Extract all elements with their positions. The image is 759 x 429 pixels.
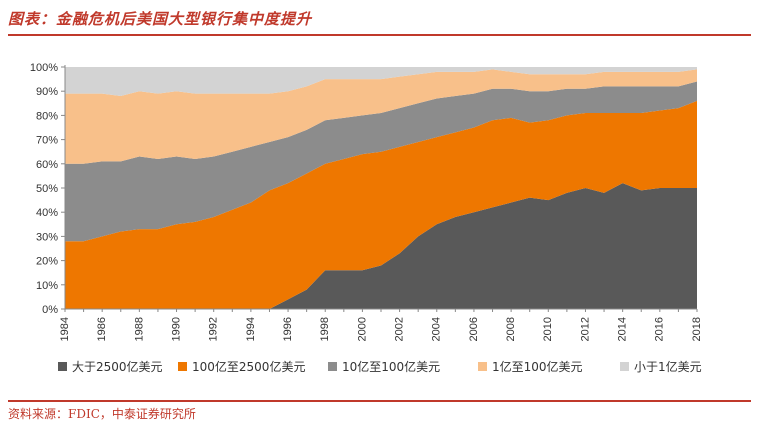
chart-title: 图表：金融危机后美国大型银行集中度提升 <box>8 10 313 28</box>
legend-swatch <box>328 362 337 371</box>
x-tick-label: 1996 <box>282 317 294 341</box>
y-tick-label: 70% <box>36 135 58 147</box>
legend-label: 100亿至2500亿美元 <box>192 359 305 374</box>
x-tick-label: 2000 <box>356 317 368 341</box>
y-tick-label: 0% <box>42 304 58 316</box>
area-series-0 <box>65 183 697 309</box>
area-series-4 <box>65 67 697 97</box>
x-tick-label: 2006 <box>468 317 480 341</box>
legend-label: 10亿至100亿美元 <box>342 359 440 374</box>
area-series-2 <box>65 81 697 242</box>
x-axis: 1984 1986 1988 1990 1992 1994 1996 1998 2000 2002… <box>59 308 703 341</box>
legend-label: 大于2500亿美元 <box>72 359 163 374</box>
x-tick-label: 2002 <box>393 317 405 341</box>
x-tick-label: 2012 <box>579 317 591 341</box>
area-series-3 <box>65 69 697 164</box>
area-series-1 <box>65 100 697 309</box>
source-rule <box>8 400 751 402</box>
x-tick-label: 2014 <box>617 317 629 341</box>
legend-label: 1亿至100亿美元 <box>492 359 583 374</box>
x-tick-label: 1990 <box>170 317 182 341</box>
x-tick-label: 2016 <box>654 317 666 341</box>
x-tick-label: 2010 <box>542 317 554 341</box>
y-tick-label: 10% <box>36 280 58 292</box>
legend-label: 小于1亿美元 <box>634 359 702 374</box>
y-tick-label: 60% <box>36 159 58 171</box>
y-tick-label: 80% <box>36 110 58 122</box>
x-tick-label: 2008 <box>505 317 517 341</box>
x-tick-label: 1994 <box>245 317 257 341</box>
legend-swatch <box>58 362 67 371</box>
y-tick-label: 30% <box>36 231 58 243</box>
x-tick-label: 2004 <box>431 317 443 341</box>
x-tick-label: 1998 <box>319 317 331 341</box>
x-tick-label: 1988 <box>133 317 145 341</box>
y-axis: 0% 10% 20% 30% 40% 50% 60% 70% 80% 90% 100% <box>30 62 66 316</box>
y-tick-label: 90% <box>36 86 58 98</box>
legend: 大于2500亿美元 100亿至2500亿美元 10亿至100亿美元 1亿至100亿美元… <box>58 359 702 374</box>
legend-swatch <box>478 362 487 371</box>
x-tick-label: 1986 <box>96 317 108 341</box>
y-tick-label: 100% <box>30 62 58 74</box>
y-tick-label: 20% <box>36 256 58 268</box>
legend-swatch <box>178 362 187 371</box>
title-rule <box>8 34 751 36</box>
plot-area <box>65 67 697 309</box>
y-tick-label: 40% <box>36 207 58 219</box>
x-tick-label: 1984 <box>59 317 71 341</box>
x-tick-label: 2018 <box>691 317 703 341</box>
source-note: 资料来源：FDIC，中泰证券研究所 <box>8 407 196 421</box>
x-tick-label: 1992 <box>208 317 220 341</box>
legend-swatch <box>620 362 629 371</box>
y-tick-label: 50% <box>36 183 58 195</box>
